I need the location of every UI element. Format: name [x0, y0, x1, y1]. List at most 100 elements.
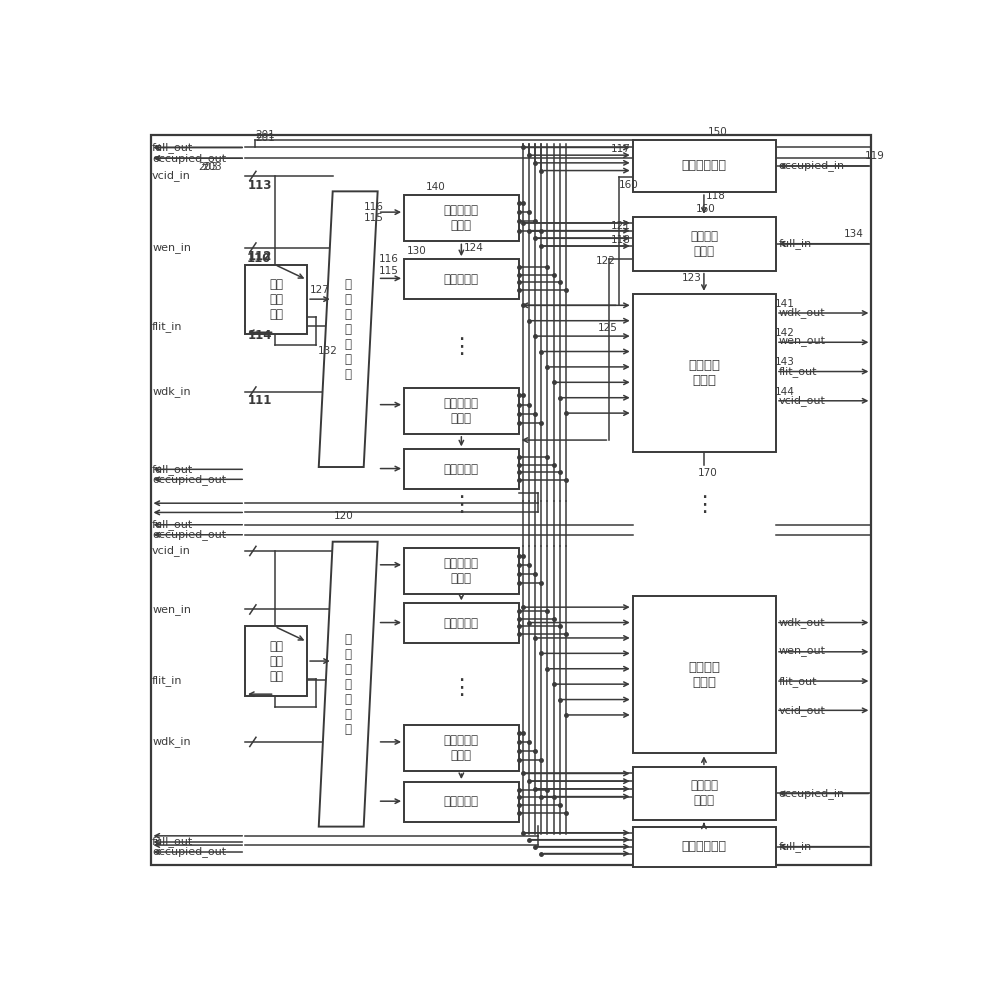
- Text: 121: 121: [611, 221, 631, 231]
- Text: 虚通道缓存: 虚通道缓存: [444, 273, 479, 286]
- Text: flit_out: flit_out: [778, 676, 817, 687]
- Text: wen_in: wen_in: [152, 242, 191, 253]
- Text: 122: 122: [595, 256, 615, 266]
- Text: occupied_out: occupied_out: [152, 529, 226, 540]
- Text: 127: 127: [309, 285, 329, 295]
- Text: 113: 113: [247, 178, 272, 192]
- Text: 路由
计算
单元: 路由 计算 单元: [269, 278, 283, 321]
- Bar: [404, 548, 519, 594]
- Text: full_in: full_in: [778, 238, 812, 249]
- Text: full_in: full_in: [778, 841, 812, 852]
- Text: 120: 120: [334, 511, 354, 521]
- Text: 124: 124: [464, 242, 484, 252]
- Bar: [404, 195, 519, 241]
- Text: vcid_in: vcid_in: [152, 546, 191, 557]
- Text: occupied_in: occupied_in: [778, 161, 844, 171]
- Text: 203: 203: [199, 163, 218, 172]
- Text: 140: 140: [426, 182, 445, 192]
- Text: 虚通道状态
寄存器: 虚通道状态 寄存器: [444, 204, 479, 232]
- Text: 160: 160: [619, 180, 638, 190]
- Text: 115: 115: [379, 266, 399, 276]
- Text: 路由
计算
单元: 路由 计算 单元: [269, 639, 283, 683]
- Text: 交叉开关
分配器: 交叉开关 分配器: [690, 230, 718, 258]
- Text: 虚通道状态
寄存器: 虚通道状态 寄存器: [444, 734, 479, 762]
- Bar: [633, 294, 776, 451]
- Text: 112: 112: [247, 250, 272, 263]
- Text: 143: 143: [774, 358, 794, 367]
- Text: flit_in: flit_in: [152, 675, 183, 686]
- Text: 虚通道缓存: 虚通道缓存: [444, 463, 479, 476]
- Text: 虚通道缓存: 虚通道缓存: [444, 617, 479, 629]
- Bar: [404, 388, 519, 434]
- Text: 119: 119: [865, 151, 885, 161]
- Text: 110: 110: [247, 252, 271, 265]
- Text: 116: 116: [364, 202, 384, 212]
- Bar: [404, 603, 519, 643]
- Text: flit_in: flit_in: [152, 321, 183, 332]
- Text: 150: 150: [708, 127, 728, 137]
- Text: 141: 141: [774, 298, 794, 308]
- Bar: [633, 826, 776, 867]
- Text: 115: 115: [364, 214, 384, 224]
- Text: occupied_in: occupied_in: [778, 788, 844, 799]
- Text: 输
入
信
号
分
配
器: 输 入 信 号 分 配 器: [345, 278, 352, 380]
- Text: 125: 125: [598, 323, 618, 333]
- Text: 111: 111: [247, 394, 272, 407]
- Text: 130: 130: [406, 246, 426, 256]
- Bar: [404, 259, 519, 299]
- Text: 201: 201: [255, 130, 275, 140]
- Text: occupied_out: occupied_out: [152, 474, 226, 485]
- Text: wdk_out: wdk_out: [778, 617, 825, 628]
- Bar: [404, 725, 519, 771]
- Text: 160: 160: [696, 204, 716, 214]
- Text: vcid_out: vcid_out: [778, 705, 825, 716]
- Text: 201: 201: [255, 133, 275, 143]
- Bar: [404, 449, 519, 490]
- Text: vcid_out: vcid_out: [778, 395, 825, 406]
- Text: vcid_in: vcid_in: [152, 170, 191, 181]
- Text: full_out: full_out: [152, 836, 193, 847]
- Text: wdk_in: wdk_in: [152, 386, 191, 397]
- Bar: [245, 626, 307, 695]
- Text: 交叉开关
选择器: 交叉开关 选择器: [688, 359, 720, 387]
- Text: 117: 117: [611, 144, 631, 154]
- Text: 虚通道状态
寄存器: 虚通道状态 寄存器: [444, 557, 479, 585]
- Text: 118: 118: [611, 234, 631, 245]
- Polygon shape: [319, 191, 378, 467]
- Text: 118: 118: [706, 191, 726, 201]
- Bar: [633, 217, 776, 271]
- Text: 116: 116: [379, 254, 399, 264]
- Text: 虚通道分配器: 虚通道分配器: [682, 840, 727, 853]
- Text: 123: 123: [682, 274, 702, 284]
- Text: 144: 144: [774, 386, 794, 397]
- Text: 170: 170: [698, 468, 717, 478]
- Text: full_out: full_out: [152, 464, 193, 475]
- Bar: [633, 140, 776, 192]
- Text: 203: 203: [202, 163, 222, 172]
- Text: 交叉开关
分配器: 交叉开关 分配器: [690, 779, 718, 808]
- Text: 输
入
信
号
分
配
器: 输 入 信 号 分 配 器: [345, 632, 352, 736]
- Text: occupied_out: occupied_out: [152, 846, 226, 858]
- Polygon shape: [319, 542, 378, 826]
- Text: flit_out: flit_out: [778, 366, 817, 377]
- Bar: [633, 767, 776, 820]
- Text: 142: 142: [774, 328, 794, 338]
- Text: wdk_out: wdk_out: [778, 307, 825, 318]
- Text: ⋮: ⋮: [450, 494, 472, 515]
- Text: ⋮: ⋮: [693, 494, 715, 515]
- Text: 虚通道分配器: 虚通道分配器: [682, 160, 727, 172]
- Text: occupied_out: occupied_out: [152, 153, 226, 164]
- Text: wen_out: wen_out: [778, 646, 825, 657]
- Bar: [245, 265, 307, 334]
- Text: full_out: full_out: [152, 142, 193, 153]
- Text: full_out: full_out: [152, 519, 193, 530]
- Text: ⋮: ⋮: [450, 337, 472, 357]
- Bar: [404, 782, 519, 821]
- Text: 虚通道状态
寄存器: 虚通道状态 寄存器: [444, 397, 479, 425]
- Text: 134: 134: [843, 229, 863, 238]
- Bar: [633, 596, 776, 754]
- Text: 交叉开关
选择器: 交叉开关 选择器: [688, 661, 720, 689]
- Text: wen_in: wen_in: [152, 604, 191, 615]
- Text: wen_out: wen_out: [778, 337, 825, 348]
- Text: 114: 114: [247, 329, 272, 342]
